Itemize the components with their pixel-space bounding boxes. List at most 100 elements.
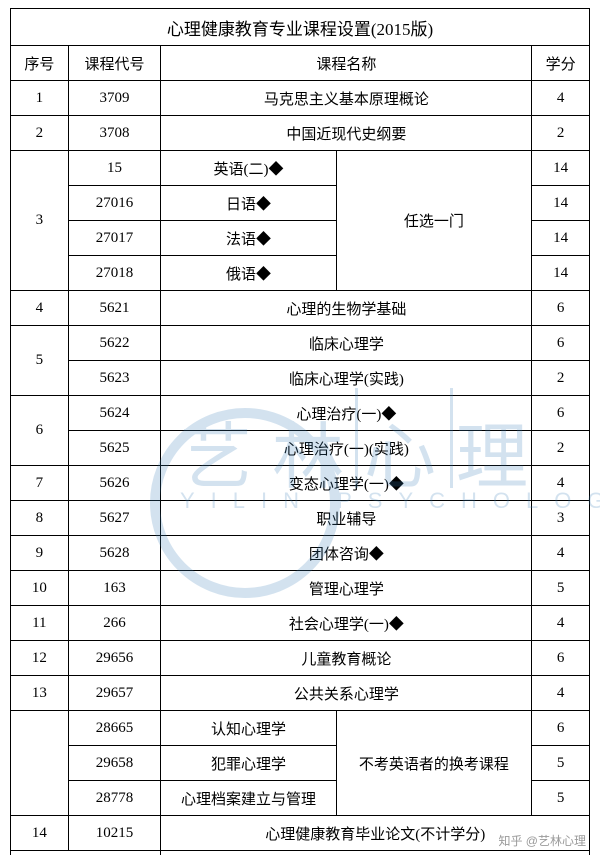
cell-credit: 14 [532,186,590,221]
total-row: 学分合计不少于72学分 [11,851,590,855]
cell-name: 职业辅导 [161,501,532,536]
cell-name: 马克思主义基本原理概论 [161,81,532,116]
cell-seq: 11 [11,606,69,641]
cell-name: 英语(二)◆ [161,151,336,186]
cell-code: 10215 [68,816,161,851]
cell-credit: 4 [532,536,590,571]
cell-seq: 9 [11,536,69,571]
cell-seq: 7 [11,466,69,501]
table-row: 45621心理的生物学基础6 [11,291,590,326]
cell-credit: 4 [532,606,590,641]
cell-code: 5625 [68,431,161,466]
table-row: 85627职业辅导3 [11,501,590,536]
total-label: 学分合计 [11,851,161,855]
table-row: 11266社会心理学(一)◆4 [11,606,590,641]
cell-code: 5628 [68,536,161,571]
cell-credit: 2 [532,361,590,396]
cell-credit: 2 [532,431,590,466]
cell-name: 心理治疗(一)(实践) [161,431,532,466]
table-row: 95628团体咨询◆4 [11,536,590,571]
cell-credit: 4 [532,676,590,711]
cell-credit: 14 [532,256,590,291]
curriculum-table: 心理健康教育专业课程设置(2015版) 序号 课程代号 课程名称 学分 1370… [10,8,590,855]
col-seq: 序号 [11,46,69,81]
cell-credit: 6 [532,711,590,746]
cell-name: 临床心理学(实践) [161,361,532,396]
table-row: 65624心理治疗(一)◆6 [11,396,590,431]
cell-seq: 6 [11,396,69,466]
cell-name: 认知心理学 [161,711,336,746]
cell-name: 俄语◆ [161,256,336,291]
cell-seq: 5 [11,326,69,396]
cell-credit: 2 [532,116,590,151]
cell-name: 法语◆ [161,221,336,256]
cell-credit: 3 [532,501,590,536]
cell-name: 社会心理学(一)◆ [161,606,532,641]
cell-code: 3709 [68,81,161,116]
cell-code: 28665 [68,711,161,746]
cell-name: 公共关系心理学 [161,676,532,711]
cell-name: 心理的生物学基础 [161,291,532,326]
cell-name: 团体咨询◆ [161,536,532,571]
table-row: 5623临床心理学(实践)2 [11,361,590,396]
cell-code: 29657 [68,676,161,711]
cell-credit: 6 [532,641,590,676]
table-row: 23708中国近现代史纲要2 [11,116,590,151]
cell-code: 5626 [68,466,161,501]
cell-credit: 4 [532,81,590,116]
cell-note: 任选一门 [336,151,532,291]
cell-code: 3708 [68,116,161,151]
cell-note: 不考英语者的换考课程 [336,711,532,816]
table-title: 心理健康教育专业课程设置(2015版) [11,9,590,46]
table-row: 1229656儿童教育概论6 [11,641,590,676]
table-row: 5625心理治疗(一)(实践)2 [11,431,590,466]
col-code: 课程代号 [68,46,161,81]
cell-seq: 10 [11,571,69,606]
cell-seq: 2 [11,116,69,151]
table-row: 28665认知心理学不考英语者的换考课程6 [11,711,590,746]
col-credit: 学分 [532,46,590,81]
col-name: 课程名称 [161,46,532,81]
cell-name: 心理档案建立与管理 [161,781,336,816]
cell-code: 5622 [68,326,161,361]
cell-seq: 8 [11,501,69,536]
cell-name: 日语◆ [161,186,336,221]
cell-credit: 6 [532,396,590,431]
cell-code: 27017 [68,221,161,256]
cell-code: 27018 [68,256,161,291]
cell-credit: 5 [532,571,590,606]
cell-name: 变态心理学(一)◆ [161,466,532,501]
cell-name: 管理心理学 [161,571,532,606]
total-value: 不少于72学分 [161,851,590,855]
cell-credit: 6 [532,326,590,361]
table-row: 1329657公共关系心理学4 [11,676,590,711]
cell-code: 163 [68,571,161,606]
cell-credit: 5 [532,746,590,781]
cell-seq [11,711,69,816]
cell-code: 27016 [68,186,161,221]
cell-name: 心理治疗(一)◆ [161,396,532,431]
cell-name: 犯罪心理学 [161,746,336,781]
cell-code: 29656 [68,641,161,676]
cell-code: 5623 [68,361,161,396]
cell-seq: 3 [11,151,69,291]
cell-code: 29658 [68,746,161,781]
table-row: 13709马克思主义基本原理概论4 [11,81,590,116]
header-row: 序号 课程代号 课程名称 学分 [11,46,590,81]
title-row: 心理健康教育专业课程设置(2015版) [11,9,590,46]
table-row: 10163管理心理学5 [11,571,590,606]
cell-credit: 14 [532,151,590,186]
cell-code: 15 [68,151,161,186]
cell-seq: 4 [11,291,69,326]
cell-credit: 6 [532,291,590,326]
cell-credit: 4 [532,466,590,501]
cell-credit: 14 [532,221,590,256]
cell-seq: 14 [11,816,69,851]
cell-seq: 13 [11,676,69,711]
table-row: 75626变态心理学(一)◆4 [11,466,590,501]
cell-name: 中国近现代史纲要 [161,116,532,151]
cell-seq: 1 [11,81,69,116]
cell-name: 临床心理学 [161,326,532,361]
cell-seq: 12 [11,641,69,676]
cell-code: 5627 [68,501,161,536]
